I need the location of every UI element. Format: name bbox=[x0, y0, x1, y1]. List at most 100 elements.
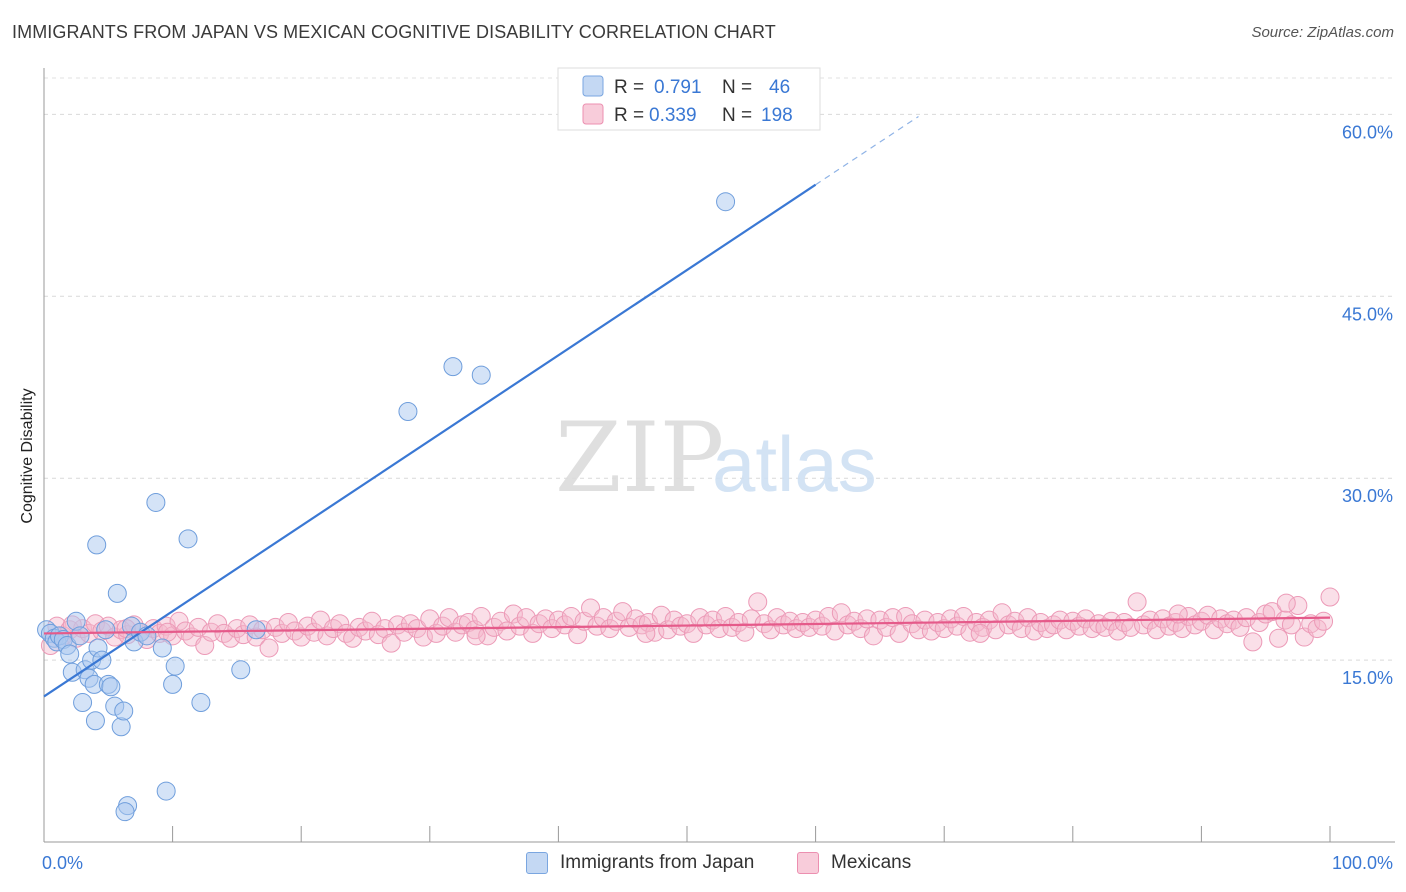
japan-point bbox=[107, 583, 127, 603]
legend-mexicans-label: Mexicans bbox=[831, 852, 912, 873]
mexicans-point bbox=[1204, 620, 1224, 640]
y-tick-label-15: 15.0% bbox=[1342, 668, 1393, 688]
mexicans-point bbox=[1269, 628, 1289, 648]
japan-point bbox=[114, 701, 134, 721]
japan-point bbox=[191, 693, 211, 713]
mexicans-point bbox=[548, 610, 568, 630]
legend-pink-n-label: N = bbox=[722, 105, 752, 126]
japan-point bbox=[115, 802, 135, 822]
legend-pink-r-value: 0.339 bbox=[649, 105, 697, 126]
mexicans-point bbox=[741, 609, 761, 629]
japan-point bbox=[443, 357, 463, 377]
legend-pink-swatch bbox=[582, 103, 604, 125]
mexicans-point bbox=[1276, 593, 1296, 613]
legend-blue-r-label: R = bbox=[614, 77, 644, 98]
mexicans-point bbox=[349, 617, 369, 637]
legend-mexicans-swatch bbox=[797, 852, 819, 874]
mexicans-point bbox=[356, 621, 375, 641]
mexicans-point bbox=[889, 623, 909, 643]
legend-blue-n-value: 46 bbox=[769, 77, 790, 98]
mexicans-point bbox=[317, 626, 337, 646]
chart-title: IMMIGRANTS FROM JAPAN VS MEXICAN COGNITI… bbox=[12, 22, 776, 42]
mexicans-point bbox=[999, 615, 1018, 635]
japan-point bbox=[87, 535, 107, 555]
legend-top: R = 0.791 N = 46 R = 0.339 N = 198 bbox=[557, 67, 821, 131]
mexicans-point bbox=[523, 623, 543, 643]
watermark-zip: ZIP bbox=[555, 402, 724, 514]
legend-blue-swatch bbox=[582, 75, 604, 97]
legend-blue-n-label: N = bbox=[722, 77, 752, 98]
japan-point bbox=[60, 644, 80, 664]
mexicans-point bbox=[636, 623, 656, 643]
mexicans-point bbox=[677, 614, 697, 634]
mexicans-point bbox=[1307, 619, 1327, 639]
mexicans-point bbox=[381, 633, 401, 653]
watermark: ZIP atlas bbox=[555, 402, 877, 514]
y-tick-label-60: 60.0% bbox=[1342, 122, 1393, 142]
mexicans-point bbox=[259, 638, 279, 658]
mexicans-point bbox=[214, 623, 234, 643]
mexicans-point bbox=[1275, 610, 1295, 630]
japan-point bbox=[156, 781, 176, 801]
japan-point bbox=[163, 674, 183, 694]
watermark-atlas: atlas bbox=[712, 420, 877, 508]
axes bbox=[43, 68, 1395, 843]
japan-point bbox=[111, 717, 131, 737]
mexicans-point bbox=[466, 626, 486, 646]
mexicans-point bbox=[323, 619, 343, 639]
mexicans-point bbox=[651, 605, 671, 625]
japan-point bbox=[85, 711, 105, 731]
mexicans-point bbox=[561, 606, 581, 626]
legend-item-mexicans[interactable]: Mexicans bbox=[797, 852, 911, 874]
mexicans-point bbox=[581, 598, 601, 618]
mexicans-point bbox=[812, 616, 832, 636]
japan-point bbox=[716, 192, 736, 212]
legend-item-japan[interactable]: Immigrants from Japan bbox=[526, 852, 754, 874]
mexicans-point bbox=[156, 616, 176, 636]
trend-lines bbox=[43, 115, 1331, 698]
mexicans-point bbox=[1320, 587, 1340, 607]
legend-pink-n-value: 198 bbox=[761, 105, 793, 126]
mexicans-point bbox=[1114, 613, 1134, 633]
mexicans-point bbox=[748, 592, 768, 612]
tick-labels: 15.0% 30.0% 45.0% 60.0% 0.0% 100.0% bbox=[42, 122, 1393, 873]
japan-point bbox=[231, 660, 251, 680]
y-tick-label-45: 45.0% bbox=[1342, 304, 1393, 324]
mexicans-point bbox=[767, 608, 787, 628]
legend-pink-r-label: R = bbox=[614, 105, 644, 126]
japan-point bbox=[101, 677, 121, 697]
mexicans-point bbox=[497, 621, 517, 641]
japan-point bbox=[471, 365, 491, 385]
mexicans-point bbox=[1314, 611, 1334, 631]
mexicans-point bbox=[471, 606, 491, 626]
source-label: Source: ZipAtlas.com bbox=[1251, 24, 1394, 41]
legend-bottom: Immigrants from Japan Mexicans bbox=[0, 850, 1406, 880]
mexicans-point bbox=[304, 622, 324, 642]
x-tick-label-max: 100.0% bbox=[1332, 853, 1393, 873]
mexicans-point bbox=[208, 614, 228, 634]
mexicans-point bbox=[1281, 615, 1301, 635]
mexicans-points bbox=[40, 587, 1340, 658]
mexicans-point bbox=[169, 611, 189, 631]
mexicans-point bbox=[896, 606, 916, 626]
x-tick-label-min: 0.0% bbox=[42, 853, 83, 873]
japan-point bbox=[152, 638, 172, 658]
legend-japan-swatch bbox=[526, 852, 548, 874]
japan-point bbox=[146, 492, 166, 512]
mexicans-point bbox=[1127, 592, 1147, 612]
japan-point bbox=[398, 401, 418, 421]
japan-trend-extension bbox=[815, 115, 919, 186]
japan-point bbox=[96, 620, 116, 640]
mexicans-point bbox=[330, 614, 350, 634]
japan-point bbox=[73, 693, 93, 713]
mexicans-point bbox=[970, 623, 990, 643]
grid-lines bbox=[44, 77, 1395, 661]
mexicans-point bbox=[1288, 596, 1308, 616]
mexicans-point bbox=[1076, 609, 1096, 629]
mexicans-point bbox=[220, 628, 240, 648]
mexicans-point bbox=[291, 627, 311, 647]
mexicans-point bbox=[503, 604, 523, 624]
y-tick-label-30: 30.0% bbox=[1342, 486, 1393, 506]
legend-japan-label: Immigrants from Japan bbox=[560, 852, 755, 873]
mexicans-point bbox=[818, 606, 838, 626]
